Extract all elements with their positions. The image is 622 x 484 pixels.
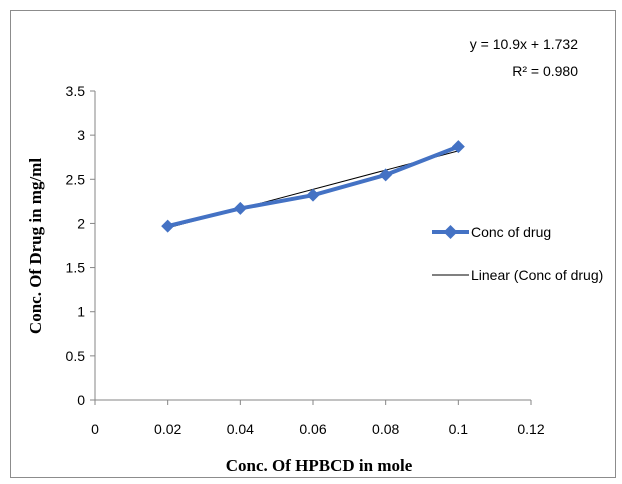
y-tick-label: 2.5 [66, 171, 86, 187]
r-squared-label: R² = 0.980 [512, 63, 578, 79]
data-point [451, 140, 465, 154]
y-tick-label: 0 [77, 392, 85, 408]
series-layer [161, 140, 465, 233]
y-tick-label: 2 [77, 215, 85, 231]
axes [90, 90, 532, 405]
data-point [161, 219, 175, 233]
y-tick-label: 1 [77, 304, 85, 320]
data-point [379, 168, 393, 182]
legend-trendline-label: Linear (Conc of drug) [471, 267, 603, 283]
trendline-equation: y = 10.9x + 1.732 [470, 36, 578, 52]
x-tick-label: 0.04 [227, 421, 254, 437]
x-tick-label: 0.02 [154, 421, 181, 437]
y-tick-label: 3.5 [66, 83, 86, 99]
y-tick-label: 3 [77, 127, 85, 143]
y-tick-label: 0.5 [66, 348, 86, 364]
x-tick-labels: 0 0.02 0.04 0.06 0.08 0.1 0.12 [91, 421, 545, 437]
legend-series-label: Conc of drug [471, 224, 551, 240]
x-axis-title: Conc. Of HPBCD in mole [226, 456, 413, 475]
y-tick-label: 1.5 [66, 260, 86, 276]
legend-series-marker [443, 225, 458, 239]
x-tick-label: 0 [91, 421, 99, 437]
x-tick-label: 0.12 [517, 421, 544, 437]
y-axis-title: Conc. Of Drug in mg/ml [26, 158, 45, 334]
data-point [306, 188, 320, 202]
chart-svg: 0 0.02 0.04 0.06 0.08 0.1 0.12 0 0.5 1 1.5 2 2.5 3 3.… [26, 36, 603, 475]
y-tick-labels: 0 0.5 1 1.5 2 2.5 3 3.5 [66, 83, 86, 408]
x-tick-label: 0.1 [449, 421, 469, 437]
chart-frame: 0 0.02 0.04 0.06 0.08 0.1 0.12 0 0.5 1 1.5 2 2.5 3 3.… [10, 10, 616, 478]
series-line [167, 144, 460, 229]
data-point [233, 201, 247, 215]
x-tick-label: 0.06 [299, 421, 326, 437]
legend: Conc of drug Linear (Conc of drug) [432, 224, 603, 283]
x-tick-label: 0.08 [372, 421, 399, 437]
